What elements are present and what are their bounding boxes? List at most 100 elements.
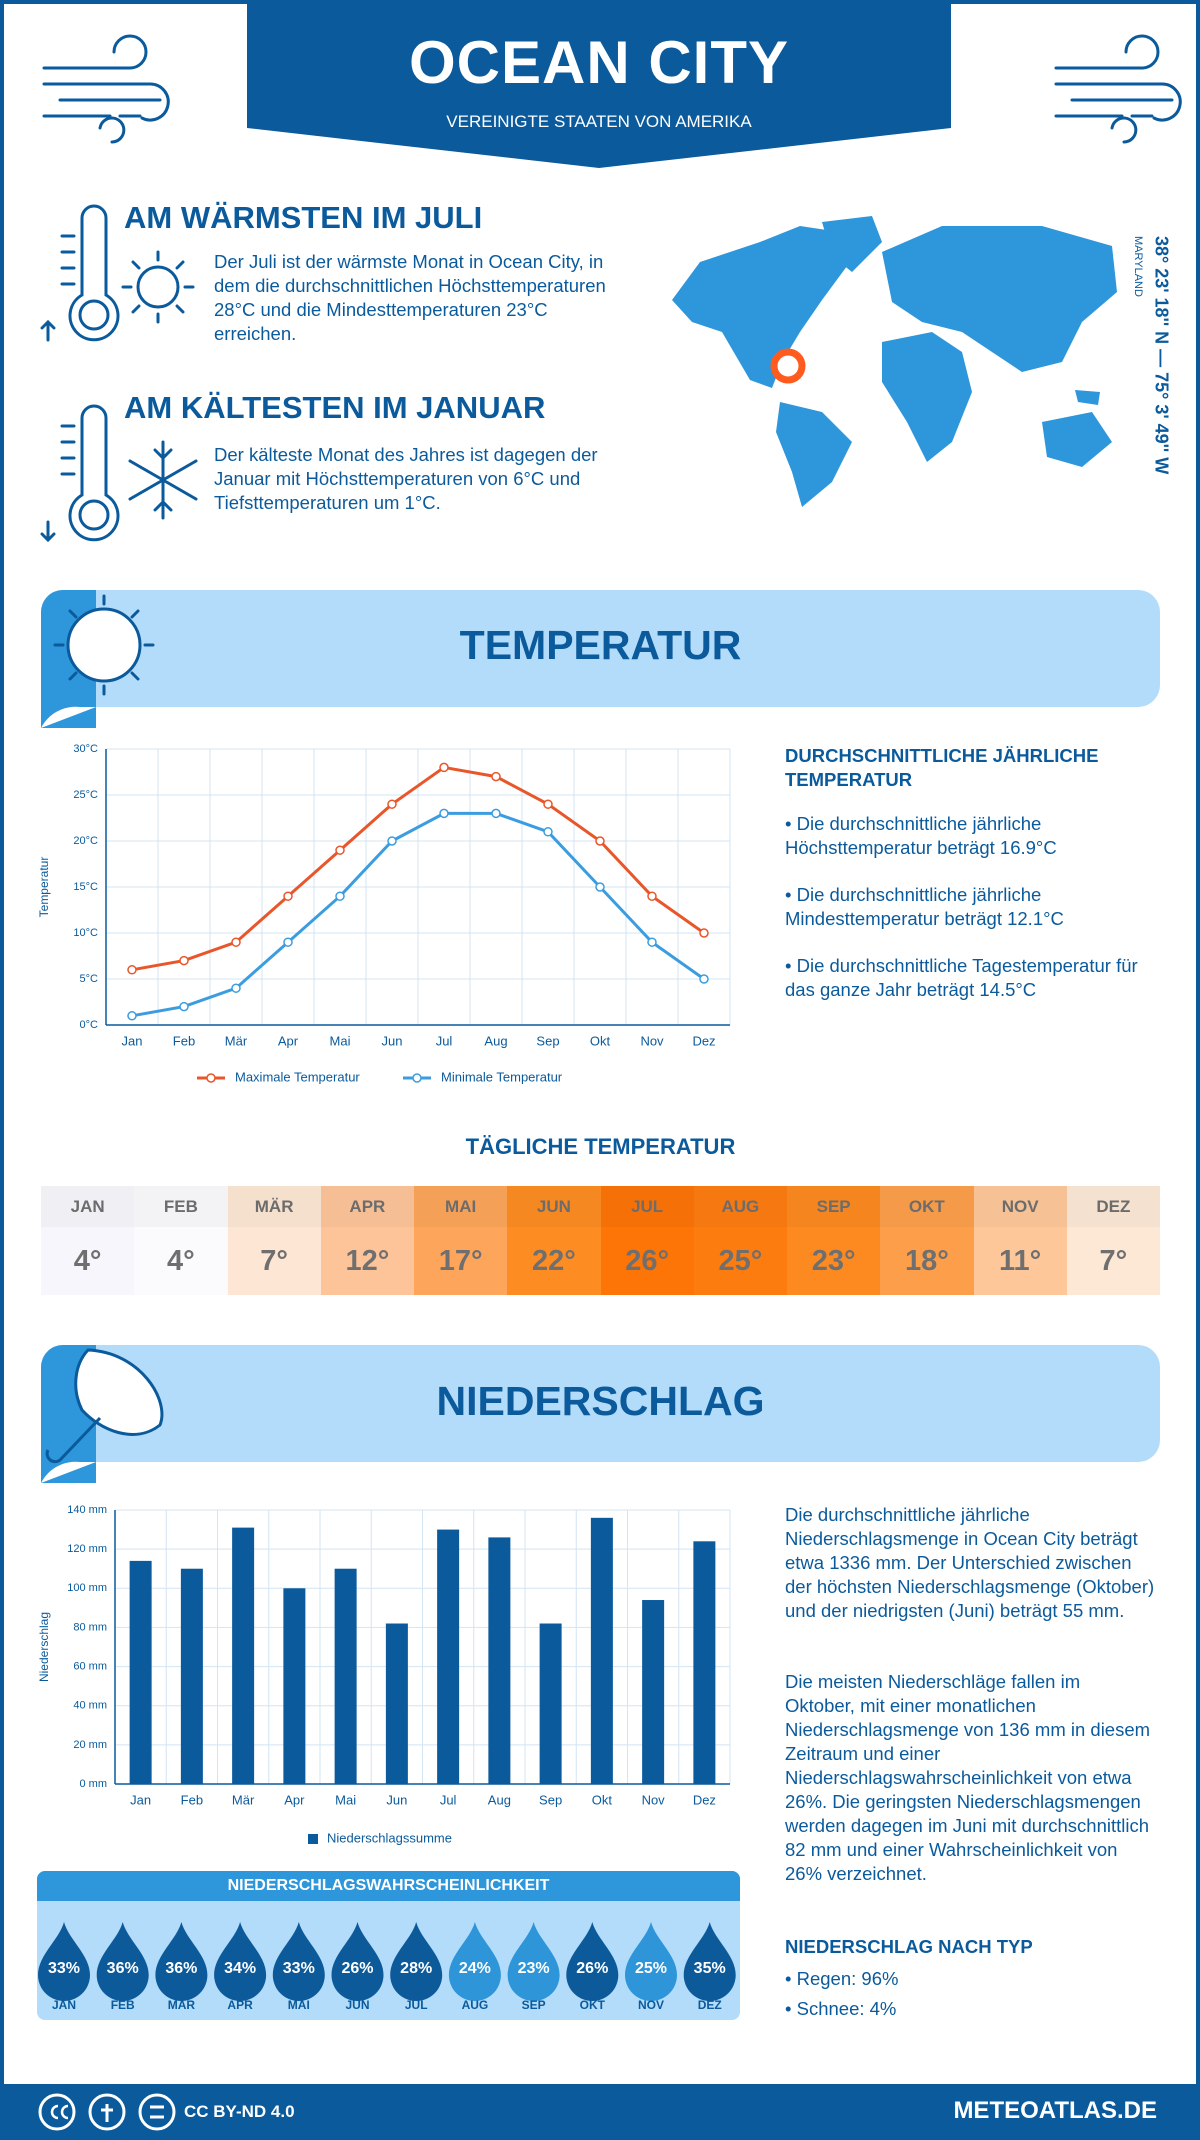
y-tick-label: 0°C: [80, 1019, 99, 1031]
data-point: [543, 799, 553, 809]
month-header: MAI: [414, 1186, 508, 1227]
thermometer-cold-icon-part: [78, 499, 110, 531]
x-tick-label: Mär: [232, 1792, 255, 1807]
probability-month: JUL: [405, 1998, 428, 2012]
bar: [590, 1517, 613, 1784]
month-header: APR: [320, 1186, 414, 1227]
precipitation-type: • Schnee: 4%: [785, 1998, 897, 2019]
rain-drop: [38, 1922, 90, 2001]
data-point: [127, 1011, 137, 1021]
daily-value: 4°: [41, 1227, 135, 1295]
license-icons: [38, 2093, 176, 2131]
wind-icon-part: [140, 82, 170, 122]
probability-value: 28%: [400, 1960, 432, 1977]
y-tick-label: 100 mm: [67, 1582, 107, 1594]
umbrella-icon: [74, 1348, 164, 1436]
y-tick-label: 10°C: [73, 927, 98, 939]
sun-rays: [53, 594, 155, 696]
probability-value: 23%: [518, 1960, 550, 1977]
license-icons-part: [138, 2093, 176, 2131]
wind-icon-part: [1152, 82, 1182, 122]
rain-drop: [683, 1922, 736, 2001]
license-icons-part: [101, 2104, 164, 2122]
rain-drop: [566, 1922, 619, 2001]
coldest-text: Der kälteste Monat des Jahres ist dagege…: [214, 444, 598, 513]
probability-value: 26%: [341, 1960, 373, 1977]
temperature-bullet: • Die durchschnittliche jährliche Höchst…: [785, 813, 1057, 858]
month-header: AUG: [693, 1186, 787, 1227]
probability-month: JAN: [52, 1998, 76, 2012]
data-point: [179, 1001, 189, 1012]
x-tick-label: Aug: [484, 1033, 507, 1048]
daily-temperature-title: TÄGLICHE TEMPERATUR: [465, 1134, 736, 1159]
rain-drop: [390, 1922, 443, 2001]
x-tick-label: Dez: [693, 1792, 716, 1807]
x-tick-label: Jun: [382, 1033, 403, 1048]
x-tick-label: Mär: [225, 1033, 248, 1048]
y-axis-label: Temperatur: [37, 857, 51, 918]
wind-icon: [42, 34, 170, 144]
wind-icon-part: [112, 34, 148, 70]
data-point: [647, 937, 657, 947]
data-point: [595, 836, 605, 846]
daily-value: 25°: [693, 1227, 787, 1295]
probability-month: NOV: [638, 1998, 664, 2012]
probability-box: [37, 1871, 740, 2020]
rain-drop: [155, 1922, 208, 2001]
sun-icon: [66, 607, 142, 683]
thermometer-warm-icon-part: [136, 265, 180, 309]
world-map-part: [1042, 412, 1112, 467]
precipitation-banner: [41, 1345, 1160, 1483]
x-tick-label: Jul: [436, 1033, 453, 1048]
rain-drop: [507, 1922, 560, 2001]
bar: [693, 1541, 716, 1784]
world-map-part: [672, 226, 850, 388]
y-tick-label: 80 mm: [73, 1621, 107, 1633]
probability-title: NIEDERSCHLAGSWAHRSCHEINLICHKEIT: [227, 1877, 550, 1894]
x-tick-label: Jan: [130, 1792, 151, 1807]
data-point: [439, 762, 449, 773]
probability-month: OKT: [580, 1998, 606, 2012]
bar: [437, 1529, 460, 1784]
footer-bar: [0, 2084, 1200, 2140]
y-tick-label: 5°C: [80, 973, 99, 985]
month-header: NOV: [973, 1186, 1067, 1227]
daily-value: 17°: [414, 1227, 508, 1295]
probability-value: 34%: [224, 1960, 256, 1977]
header-banner: [247, 0, 951, 168]
data-point: [335, 891, 345, 901]
bar: [385, 1623, 408, 1784]
data-point: [491, 771, 501, 782]
probability-value: 33%: [283, 1960, 315, 1977]
thermometer-warm-icon-part: [78, 299, 110, 331]
city-title: OCEAN CITY: [408, 29, 790, 96]
banner-bg: [41, 1345, 1160, 1462]
temperature-title: TEMPERATUR: [459, 622, 742, 668]
data-point: [283, 937, 293, 947]
y-tick-label: 15°C: [73, 881, 98, 893]
banner-curve: [41, 706, 96, 728]
coldest-title: AM KÄLTESTEN IM JANUAR: [124, 390, 546, 425]
world-map-part: [882, 226, 1117, 372]
world-map-part: [822, 216, 882, 272]
probability-value: 35%: [694, 1960, 726, 1977]
license: CC BY-ND 4.0: [184, 2102, 295, 2121]
bar: [232, 1527, 255, 1784]
bar: [334, 1568, 357, 1784]
legend-label: Niederschlagssumme: [327, 1830, 452, 1845]
probability-month: DEZ: [698, 1998, 722, 2012]
temperature-banner: [41, 590, 1160, 728]
daily-value: 4°: [134, 1227, 228, 1295]
legend-swatch-point: [412, 1073, 422, 1083]
y-tick-label: 20 mm: [73, 1739, 107, 1751]
probability-month: MAI: [288, 1998, 310, 2012]
thermometer-warm-icon-part: [68, 204, 120, 342]
month-header: JUL: [600, 1186, 694, 1227]
month-header: MÄR: [227, 1186, 321, 1227]
y-tick-label: 30°C: [73, 743, 98, 755]
x-tick-label: Jun: [386, 1792, 407, 1807]
daily-value: 22°: [507, 1227, 601, 1295]
rain-drop: [214, 1922, 267, 2001]
daily-value: 7°: [227, 1227, 321, 1295]
